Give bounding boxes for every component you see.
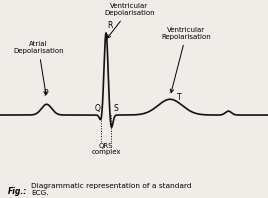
Text: T: T (177, 93, 181, 102)
Text: Fig.:: Fig.: (8, 187, 27, 196)
Text: Diagrammatic representation of a standard
ECG.: Diagrammatic representation of a standar… (31, 183, 191, 196)
Text: S: S (114, 104, 119, 113)
Text: QRS: QRS (99, 143, 114, 149)
Text: complex: complex (91, 149, 121, 155)
Text: P: P (43, 89, 48, 98)
Text: R: R (107, 21, 113, 30)
Text: Q: Q (94, 104, 100, 113)
Text: Ventricular
Repolarisation: Ventricular Repolarisation (162, 27, 211, 93)
Text: Atrial
Depolarisation: Atrial Depolarisation (13, 41, 64, 95)
Text: Ventricular
Depolarisation: Ventricular Depolarisation (104, 3, 155, 38)
